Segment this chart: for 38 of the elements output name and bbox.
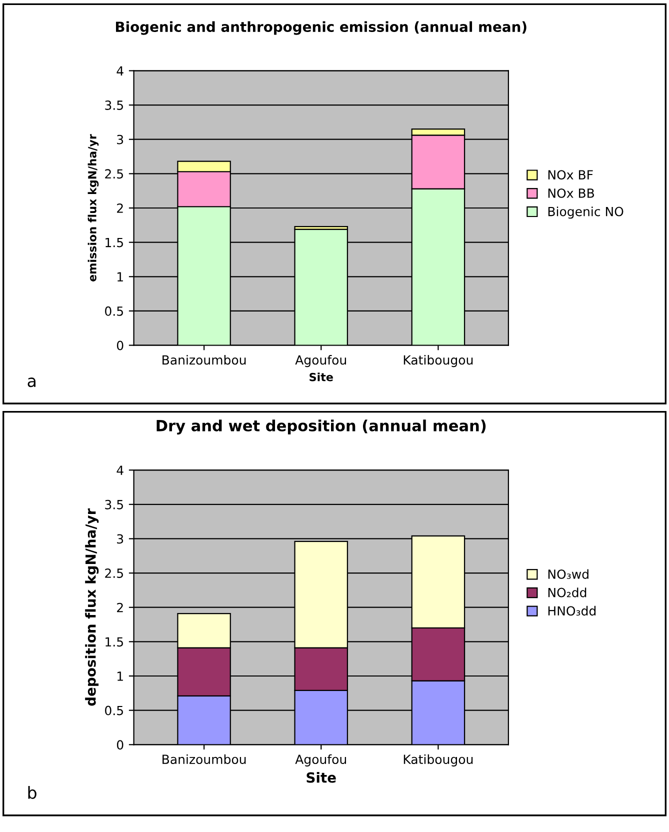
chart-title: Dry and wet deposition (annual mean) — [156, 420, 486, 434]
y-tick-label: 2.5 — [105, 169, 123, 179]
y-axis-title: deposition flux kgN/ha/yr — [85, 508, 99, 706]
legend-label: HNO₃dd — [548, 606, 596, 616]
y-tick-label: 4 — [116, 466, 124, 475]
y-tick-label: 2 — [117, 602, 123, 612]
y-tick-label: 0 — [116, 740, 124, 750]
y-tick-label: 1.5 — [106, 238, 123, 248]
x-tick-label: Banizoumbou — [162, 355, 246, 365]
legend-label: NO₂dd — [548, 588, 586, 598]
y-tick-label: 4 — [116, 66, 124, 76]
legend-label: NOx BB — [548, 188, 594, 198]
y-tick-label: 0.5 — [105, 706, 123, 716]
y-tick-label: 1.5 — [106, 637, 123, 647]
x-tick-label: Agoufou — [295, 355, 346, 368]
y-tick-label: 2 — [117, 203, 123, 213]
legend-label: NO₃wd — [548, 569, 588, 579]
text: b — [28, 786, 36, 799]
y-tick-label: 3 — [117, 134, 124, 144]
y-tick-label: 3.5 — [105, 100, 123, 110]
legend-label: Biogenic NO — [548, 206, 624, 219]
x-tick-label: Agoufou — [295, 754, 346, 766]
y-tick-label: 0 — [116, 340, 124, 350]
x-tick-label: Banizoumbou — [162, 754, 246, 764]
x-tick-label: Katibougou — [404, 355, 473, 368]
y-tick-label: 3.5 — [105, 500, 123, 510]
chart-title: Biogenic and anthropogenic emission (annual mean) — [116, 21, 526, 35]
y-axis-title: emission flux kgN/ha/yr — [88, 134, 99, 282]
text: a — [28, 378, 36, 388]
x-axis-title: Site — [306, 772, 336, 783]
y-tick-label: 1 — [118, 672, 123, 681]
x-tick-label: Katibougou — [404, 754, 473, 766]
x-axis-title: Site — [310, 372, 333, 382]
y-tick-label: 3 — [117, 534, 124, 544]
y-tick-label: 0.5 — [105, 306, 123, 316]
y-tick-label: 2.5 — [105, 568, 123, 578]
legend-label: NOx BF — [548, 170, 593, 180]
y-tick-label: 1 — [118, 272, 123, 282]
